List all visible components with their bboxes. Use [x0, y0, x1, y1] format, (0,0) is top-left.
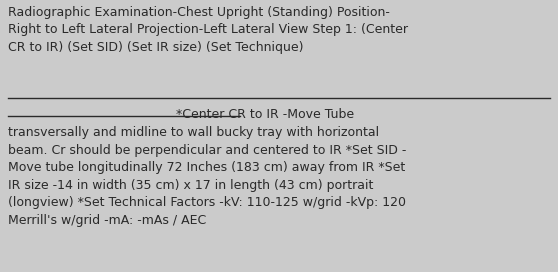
Text: Radiographic Examination-Chest Upright (Standing) Position-
Right to Left Latera: Radiographic Examination-Chest Upright (…	[8, 6, 408, 54]
Text: transversally and midline to wall bucky tray with horizontal
beam. Cr should be : transversally and midline to wall bucky …	[8, 126, 406, 227]
Text: *Center CR to IR -Move Tube: *Center CR to IR -Move Tube	[8, 108, 354, 121]
